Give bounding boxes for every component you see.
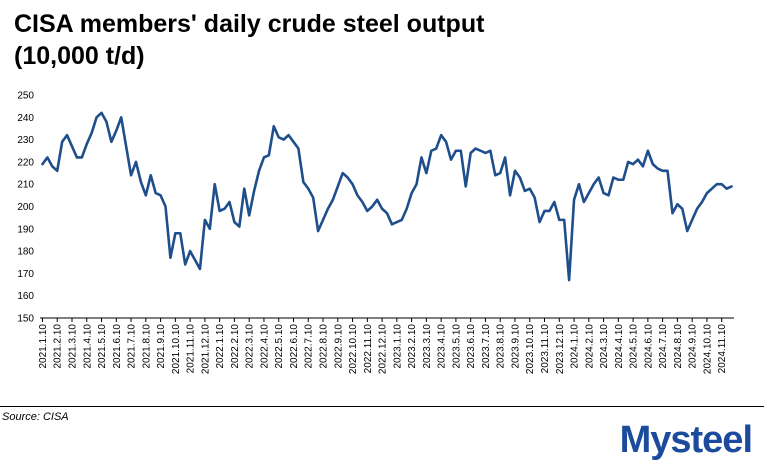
x-tick-label: 2022.8.10 bbox=[319, 324, 330, 369]
x-tick-label: 2023.3.10 bbox=[422, 324, 433, 369]
x-tick-label: 2023.7.10 bbox=[481, 324, 492, 369]
x-tick-label: 2024.3.10 bbox=[599, 324, 610, 369]
series-line bbox=[41, 111, 733, 282]
mysteel-logo: Mysteel bbox=[619, 419, 753, 461]
y-tick-label: 250 bbox=[17, 91, 34, 102]
x-tick-label: 2023.10.10 bbox=[525, 324, 536, 374]
x-tick-label: 2022.4.10 bbox=[259, 324, 270, 369]
y-tick-label: 230 bbox=[17, 135, 34, 146]
x-tick-label: 2024.2.10 bbox=[584, 324, 595, 369]
y-tick-label: 220 bbox=[17, 157, 34, 168]
x-axis: 2021.1.10 2021.2.10 2021.3.10 2021.4.10 2021… bbox=[38, 317, 734, 374]
x-tick-label: 2023.12.10 bbox=[555, 324, 566, 374]
x-tick-label: 2023.5.10 bbox=[451, 324, 462, 369]
x-tick-label: 2021.10.10 bbox=[171, 324, 182, 374]
x-tick-label: 2024.10.10 bbox=[702, 324, 713, 374]
x-tick-label: 2021.4.10 bbox=[82, 324, 93, 369]
x-tick-label: 2022.12.10 bbox=[378, 324, 389, 374]
series-layer bbox=[41, 111, 733, 282]
x-tick-label: 2023.1.10 bbox=[392, 324, 403, 369]
y-tick-label: 200 bbox=[17, 202, 34, 213]
chart-title-line-2: (10,000 t/d) bbox=[14, 42, 145, 70]
x-tick-label: 2021.8.10 bbox=[141, 324, 152, 369]
x-tick-label: 2024.1.10 bbox=[570, 324, 581, 369]
line-chart: 150 160 170 180 190 200 210 220 230 240 250 2021.1… bbox=[17, 91, 734, 374]
x-tick-label: 2023.9.10 bbox=[510, 324, 521, 369]
x-tick-label: 2022.1.10 bbox=[215, 324, 226, 369]
y-tick-label: 160 bbox=[17, 291, 34, 302]
y-tick-label: 210 bbox=[17, 180, 34, 191]
x-tick-label: 2022.9.10 bbox=[333, 324, 344, 369]
x-tick-label: 2024.7.10 bbox=[658, 324, 669, 369]
x-tick-label: 2022.2.10 bbox=[230, 324, 241, 369]
x-tick-label: 2021.6.10 bbox=[112, 324, 123, 369]
x-tick-label: 2022.3.10 bbox=[245, 324, 256, 369]
x-tick-label: 2023.11.10 bbox=[540, 324, 551, 374]
x-tick-label: 2022.7.10 bbox=[304, 324, 315, 369]
x-tick-label: 2021.3.10 bbox=[67, 324, 78, 369]
y-tick-label: 180 bbox=[17, 247, 34, 258]
x-tick-label: 2021.11.10 bbox=[186, 324, 197, 374]
x-tick-label: 2021.7.10 bbox=[127, 324, 138, 369]
x-tick-label: 2022.5.10 bbox=[274, 324, 285, 369]
chart-title-line-1: CISA members' daily crude steel output bbox=[14, 10, 485, 38]
x-tick-label: 2022.10.10 bbox=[348, 324, 359, 374]
x-tick-label: 2021.1.10 bbox=[38, 324, 49, 369]
x-tick-label: 2023.2.10 bbox=[407, 324, 418, 369]
x-tick-label: 2021.9.10 bbox=[156, 324, 167, 369]
source-note: Source: CISA bbox=[2, 411, 69, 423]
y-axis: 150 160 170 180 190 200 210 220 230 240 250 bbox=[17, 91, 34, 325]
x-tick-label: 2022.11.10 bbox=[363, 324, 374, 374]
x-tick-label: 2023.8.10 bbox=[496, 324, 507, 369]
x-tick-label: 2024.9.10 bbox=[688, 324, 699, 369]
x-tick-label: 2021.5.10 bbox=[97, 324, 108, 369]
y-tick-label: 150 bbox=[17, 314, 34, 325]
x-tick-label: 2024.8.10 bbox=[673, 324, 684, 369]
chart-title: CISA members' daily crude steel output (… bbox=[14, 8, 614, 72]
x-tick-label: 2022.6.10 bbox=[289, 324, 300, 369]
y-tick-label: 190 bbox=[17, 224, 34, 235]
x-tick-label: 2024.5.10 bbox=[629, 324, 640, 369]
x-tick-label: 2023.6.10 bbox=[466, 324, 477, 369]
x-tick-label: 2023.4.10 bbox=[437, 324, 448, 369]
y-tick-label: 240 bbox=[17, 113, 34, 124]
x-tick-label: 2024.11.10 bbox=[717, 324, 728, 374]
x-tick-label: 2024.6.10 bbox=[643, 324, 654, 369]
x-tick-label: 2024.4.10 bbox=[614, 324, 625, 369]
y-tick-label: 170 bbox=[17, 269, 34, 280]
x-tick-label: 2021.12.10 bbox=[200, 324, 211, 374]
footer-divider bbox=[0, 406, 764, 407]
x-tick-label: 2021.2.10 bbox=[53, 324, 64, 369]
